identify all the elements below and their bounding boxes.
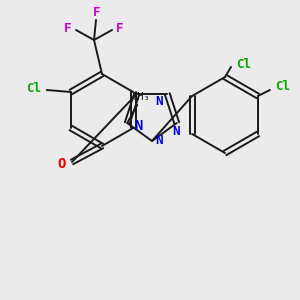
- Text: Cl: Cl: [236, 58, 251, 70]
- Text: F: F: [116, 22, 124, 35]
- Text: N: N: [172, 124, 179, 137]
- Text: Cl: Cl: [275, 80, 290, 94]
- Text: O: O: [58, 157, 66, 171]
- Text: N: N: [155, 95, 163, 109]
- Text: N: N: [155, 134, 163, 148]
- Text: Cl: Cl: [26, 82, 41, 94]
- Text: N: N: [134, 119, 142, 133]
- Text: CH₃: CH₃: [131, 92, 150, 102]
- Text: F: F: [93, 5, 101, 19]
- Text: F: F: [64, 22, 72, 35]
